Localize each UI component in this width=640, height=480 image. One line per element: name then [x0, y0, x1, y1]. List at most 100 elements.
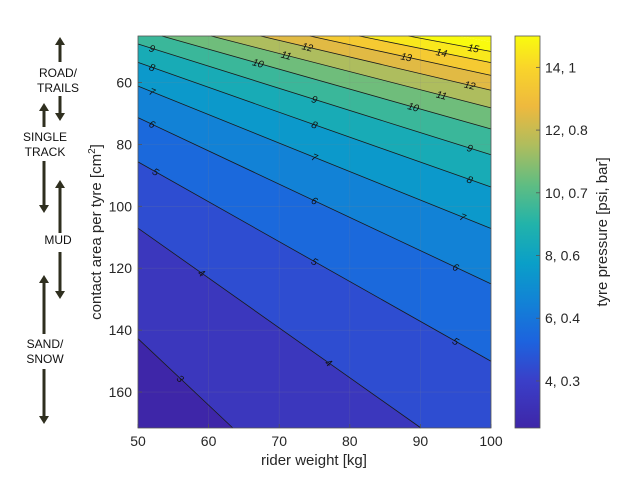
contour-label-text: 11	[280, 50, 293, 63]
contour-label: 7	[309, 152, 319, 164]
contour-line-6	[137, 117, 492, 285]
x-tick-label: 80	[342, 433, 358, 449]
up-arrow-icon-head	[55, 37, 65, 45]
contour-label: 8	[465, 174, 474, 186]
down-arrow-icon-head	[55, 291, 65, 299]
contour-band	[138, 117, 491, 362]
contour-label-text: 5	[309, 256, 320, 269]
contour-label-text: 7	[147, 87, 157, 99]
colorbar-tick-label: 10, 0.7	[545, 185, 588, 201]
contour-label-text: 5	[150, 167, 161, 180]
contour-band	[138, 36, 491, 155]
x-tick-label: 50	[130, 433, 146, 449]
y-axis-label-end: ]	[88, 144, 105, 148]
y-tick-label: 60	[116, 74, 132, 90]
contour-band	[138, 44, 491, 188]
colorbar-label: tyre pressure [psi, bar]	[594, 157, 611, 306]
contour-label: 6	[450, 262, 460, 275]
contour-label: 8	[147, 62, 156, 74]
contour-line-12	[260, 35, 492, 91]
contour-label: 5	[450, 336, 461, 349]
annotation-mud: MUD	[44, 233, 72, 247]
contour-line-13	[309, 35, 492, 76]
colorbar-tick-label: 6, 0.4	[545, 310, 580, 326]
contour-label: 13	[399, 51, 413, 64]
contour-line-7	[137, 85, 492, 229]
contour-label-text: 12	[463, 80, 477, 93]
x-axis-ticks: 50 60 70 80 90 100	[130, 424, 503, 449]
y-tick-label: 160	[109, 384, 133, 400]
up-arrow-icon-head	[55, 180, 65, 188]
contour-line-15	[408, 35, 492, 52]
annotation-text: SAND/	[27, 337, 64, 351]
annotation-text: TRAILS	[37, 81, 79, 95]
contour-label-text: 3	[174, 373, 186, 385]
contour-label-text: 8	[147, 62, 156, 74]
contour-label: 9	[465, 143, 474, 155]
y-tick-label: 120	[109, 260, 133, 276]
contour-line-3	[137, 338, 234, 429]
contour-label: 6	[147, 119, 157, 132]
x-tick-label: 70	[271, 433, 287, 449]
y-axis-label-base: contact area per tyre [cm	[88, 154, 105, 320]
contour-label: 10	[406, 101, 420, 115]
contour-line-8	[137, 62, 492, 188]
contour-label-text: 7	[458, 212, 468, 224]
contour-label-text: 7	[309, 152, 319, 164]
down-arrow-icon-head	[39, 205, 49, 213]
up-arrow-icon-head	[39, 103, 49, 111]
contour-label: 5	[150, 167, 161, 180]
contour-label-text: 6	[450, 262, 460, 275]
colorbar-tick-label: 4, 0.3	[545, 373, 580, 389]
contour-line-5	[137, 161, 492, 362]
contour-label-text: 8	[465, 174, 474, 186]
x-axis-label: rider weight [kg]	[261, 452, 367, 469]
contour-lines	[137, 35, 492, 429]
contour-label: 8	[310, 120, 319, 132]
contour-label-text: 4	[196, 268, 207, 280]
contour-label-text: 13	[399, 51, 413, 64]
contour-label: 9	[148, 43, 157, 55]
plot-frame	[137, 35, 492, 429]
contour-label-text: 8	[310, 120, 319, 132]
contour-label: 15	[467, 43, 480, 56]
contour-line-9	[137, 43, 492, 156]
contour-label: 10	[251, 57, 265, 71]
contour-band	[138, 62, 491, 229]
contour-label: 11	[280, 50, 293, 63]
contour-label: 12	[301, 41, 315, 54]
y-axis-ticks: 60 80 100 120 140 160	[109, 74, 142, 400]
y-axis-label-superscript: 2	[87, 148, 98, 154]
annotation-sand-snow: SAND/SNOW	[26, 337, 64, 366]
down-arrow-icon-head	[55, 113, 65, 121]
x-tick-label: 100	[479, 433, 503, 449]
contour-label-text: 9	[148, 43, 157, 55]
contour-label-text: 15	[467, 43, 480, 56]
annotation-text: MUD	[44, 233, 72, 247]
contour-label: 11	[435, 90, 448, 103]
colorbar-ticks: 4, 0.3 6, 0.4 8, 0.6 10, 0.7 12, 0.8 14, 1	[536, 59, 588, 389]
x-tick-label: 60	[201, 433, 217, 449]
contour-label-text: 4	[323, 357, 334, 369]
contour-label: 6	[309, 196, 319, 209]
colorbar-tick-label: 14, 1	[545, 59, 576, 75]
contour-label: 3	[174, 373, 186, 385]
contour-label-text: 10	[406, 101, 420, 115]
contour-label: 14	[435, 47, 449, 60]
annotation-road-trails: ROAD/TRAILS	[37, 66, 79, 95]
y-tick-label: 80	[116, 136, 132, 152]
contour-label-text: 9	[310, 94, 319, 106]
annotation-text: SNOW	[26, 352, 64, 366]
contour-label-text: 9	[465, 143, 474, 155]
down-arrow-icon-head	[39, 416, 49, 424]
x-tick-label: 90	[413, 433, 429, 449]
contour-label: 7	[147, 87, 157, 99]
contour-label-text: 12	[301, 41, 315, 54]
colorbar-tick-label: 12, 0.8	[545, 122, 588, 138]
contour-label: 9	[310, 94, 319, 106]
y-axis-label: contact area per tyre [cm2]	[87, 144, 105, 320]
contour-label: 12	[463, 80, 477, 93]
contour-label: 7	[458, 212, 468, 224]
